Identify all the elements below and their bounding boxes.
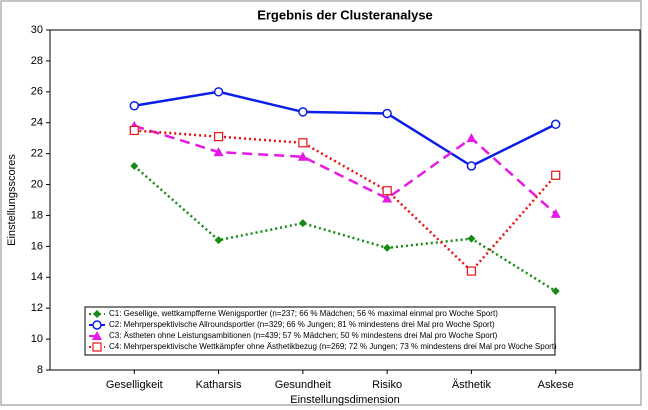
data-point [130, 162, 139, 170]
y-tick-label: 28 [31, 55, 43, 67]
x-tick-label: Katharsis [196, 379, 242, 391]
data-point [129, 125, 139, 136]
data-point [214, 236, 223, 245]
legend-marker [93, 310, 101, 318]
series-line [133, 124, 557, 215]
series-line [134, 90, 557, 168]
legend-marker [92, 331, 102, 340]
series-line [134, 129, 557, 273]
x-tick-label: Risiko [372, 379, 402, 391]
y-tick-label: 8 [37, 364, 43, 376]
x-tick-label: Ästhetik [452, 379, 492, 391]
legend-label: C3: Ästheten ohne Leistungsambitionen (n… [109, 331, 498, 340]
data-point [383, 243, 392, 252]
data-point [129, 100, 140, 111]
data-point [466, 133, 477, 143]
data-point [382, 193, 393, 203]
y-tick-label: 26 [31, 86, 43, 98]
y-tick-label: 16 [31, 240, 43, 252]
y-axis-label: Einstellungsscores [6, 154, 18, 246]
data-point [466, 266, 477, 276]
x-tick-label: Geselligkeit [106, 379, 163, 391]
data-point [213, 147, 224, 157]
y-tick-label: 10 [31, 333, 43, 345]
data-point [382, 186, 392, 196]
data-point [213, 132, 224, 142]
y-tick-label: 18 [31, 209, 43, 221]
data-point [298, 107, 308, 117]
y-tick-label: 22 [31, 148, 43, 160]
chart-title: Ergebnis der Clusteranalyse [257, 7, 433, 22]
y-tick-label: 20 [31, 178, 43, 190]
data-point [551, 170, 561, 180]
legend-box [84, 306, 556, 356]
x-tick-label: Askese [538, 379, 574, 391]
data-point [550, 119, 561, 130]
data-point [551, 287, 560, 296]
data-point [466, 161, 477, 171]
legend-label: C2: Mehrperspektivische Allroundsportler… [109, 320, 495, 329]
legend-label: C1: Gesellige, wettkampfferne Wenigsport… [109, 309, 498, 318]
x-tick-label: Gesundheit [275, 379, 331, 391]
legend-label: C4: Mehrperspektivische Wettkämpfer ohne… [109, 342, 557, 351]
y-tick-label: 30 [31, 24, 43, 36]
data-point [298, 219, 307, 228]
data-point [550, 208, 561, 218]
data-point [297, 151, 308, 161]
x-axis-label: Einstellungsdimension [290, 394, 399, 406]
data-point [213, 87, 224, 97]
data-point [298, 138, 308, 148]
legend-marker [92, 342, 102, 352]
data-point [467, 234, 476, 243]
legend-marker [92, 320, 102, 330]
y-tick-label: 12 [31, 302, 43, 314]
data-point [382, 108, 392, 119]
y-tick-label: 14 [31, 271, 43, 283]
y-tick-label: 24 [31, 117, 43, 129]
